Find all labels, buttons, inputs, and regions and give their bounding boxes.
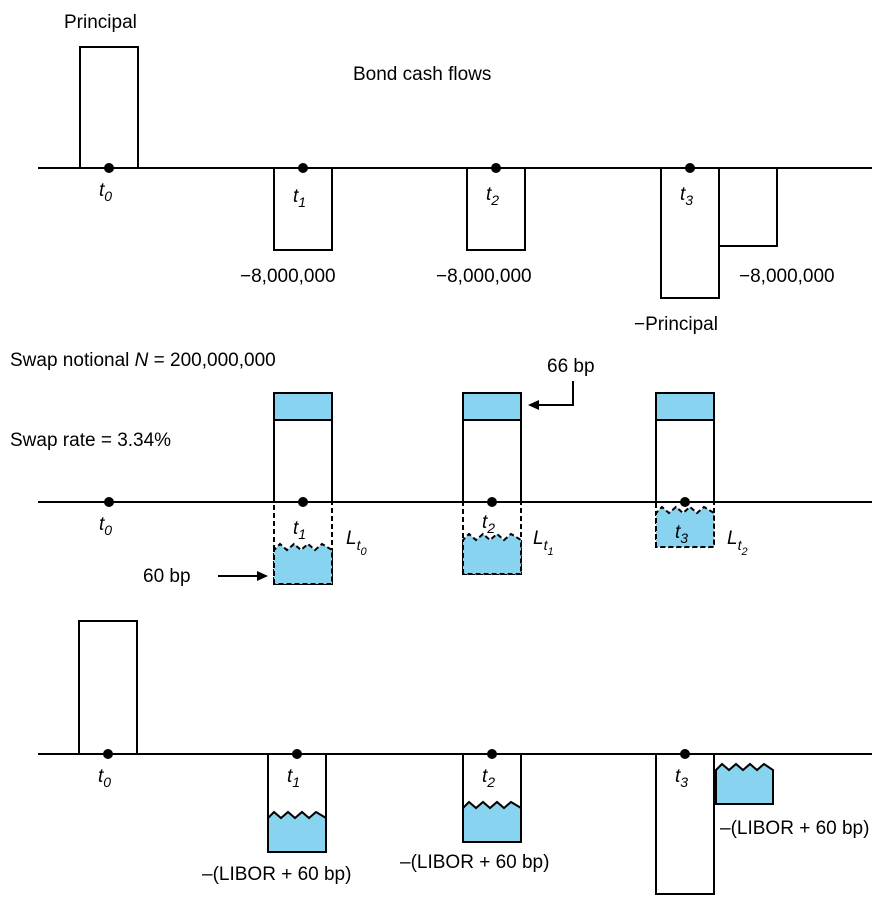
neg-principal-label: −Principal <box>634 314 718 335</box>
libor-spread-block-2 <box>462 532 522 575</box>
principal-inflow-bar <box>79 46 139 169</box>
swap-cash-flows-panel: Swap notional N = 200,000,000 Swap rate … <box>10 350 872 587</box>
net-libor-label-3: –(LIBOR + 60 bp) <box>720 818 869 839</box>
time-dot-t0-mid <box>104 497 114 507</box>
net-libor-block-1 <box>267 810 327 853</box>
swap-rate-label: Swap rate = 3.34% <box>10 430 171 451</box>
time-label-t1-top: t1 <box>293 186 306 210</box>
coupon-3-label: −8,000,000 <box>739 266 835 287</box>
time-dot-t3-bot <box>680 749 690 759</box>
time-dot-t0-bot <box>103 749 113 759</box>
time-dot-t1-bot <box>292 749 302 759</box>
time-label-t3-bot: t3 <box>675 766 688 790</box>
spread-66bp-arrow <box>537 381 574 406</box>
principal-repayment-bar <box>660 167 720 299</box>
spread-66bp-label: 66 bp <box>547 356 595 377</box>
coupon-1-label: −8,000,000 <box>240 266 336 287</box>
time-dot-t1-mid <box>298 497 308 507</box>
time-label-t0-bot: t0 <box>98 766 111 790</box>
net-principal-inflow-bar <box>78 620 138 755</box>
coupon-bar-3 <box>718 167 778 247</box>
bond-cash-flows-title: Bond cash flows <box>353 64 491 85</box>
time-label-t0-top: t0 <box>99 180 112 204</box>
time-label-t0-mid: t0 <box>99 514 112 538</box>
time-label-t3-top: t3 <box>680 184 693 208</box>
net-libor-block-3 <box>715 762 774 805</box>
libor-spread-block-1 <box>273 542 333 585</box>
coupon-bar-1 <box>273 167 333 251</box>
time-label-t2-mid: t2 <box>482 512 495 536</box>
time-dot-t0-top <box>104 163 114 173</box>
time-dot-t2-mid <box>487 497 497 507</box>
net-libor-block-2 <box>462 800 522 843</box>
libor-spread-block-3 <box>655 505 715 548</box>
coupon-2-label: −8,000,000 <box>436 266 532 287</box>
time-label-t2-bot: t2 <box>482 766 495 790</box>
libor-label-t0: Lt0 <box>346 528 367 558</box>
time-label-t1-mid: t1 <box>293 518 306 542</box>
net-cash-flows-panel: t0 t1 t2 t3 –(LIBOR + 60 bp) –(LIBOR + 6… <box>38 620 872 895</box>
libor-label-t2: Lt2 <box>727 528 748 558</box>
time-label-t2-top: t2 <box>486 184 499 208</box>
spread-block-3 <box>655 392 715 421</box>
time-dot-t3-mid <box>680 497 690 507</box>
time-dot-t1-top <box>298 163 308 173</box>
libor-label-t1: Lt1 <box>533 528 554 558</box>
time-dot-t2-bot <box>487 749 497 759</box>
bond-cash-flows-panel: Principal Bond cash flows −8,000,000 −8,… <box>38 12 872 335</box>
coupon-bar-2 <box>466 167 526 251</box>
time-label-t1-bot: t1 <box>287 766 300 790</box>
spread-block-1 <box>273 392 333 421</box>
spread-66bp-arrowhead <box>528 400 539 410</box>
spread-block-2 <box>462 392 522 421</box>
net-libor-label-1: –(LIBOR + 60 bp) <box>202 864 351 885</box>
net-libor-label-2: –(LIBOR + 60 bp) <box>400 852 549 873</box>
swap-notional-label: Swap notional N = 200,000,000 <box>10 350 276 371</box>
libor-spread-60bp-arrowhead <box>257 571 268 581</box>
time-dot-t3-top <box>685 163 695 173</box>
time-dot-t2-top <box>491 163 501 173</box>
net-principal-repayment-bar <box>655 753 715 895</box>
time-label-t3-mid: t3 <box>675 522 688 546</box>
principal-label: Principal <box>64 12 137 33</box>
libor-spread-60bp-label: 60 bp <box>143 566 191 587</box>
